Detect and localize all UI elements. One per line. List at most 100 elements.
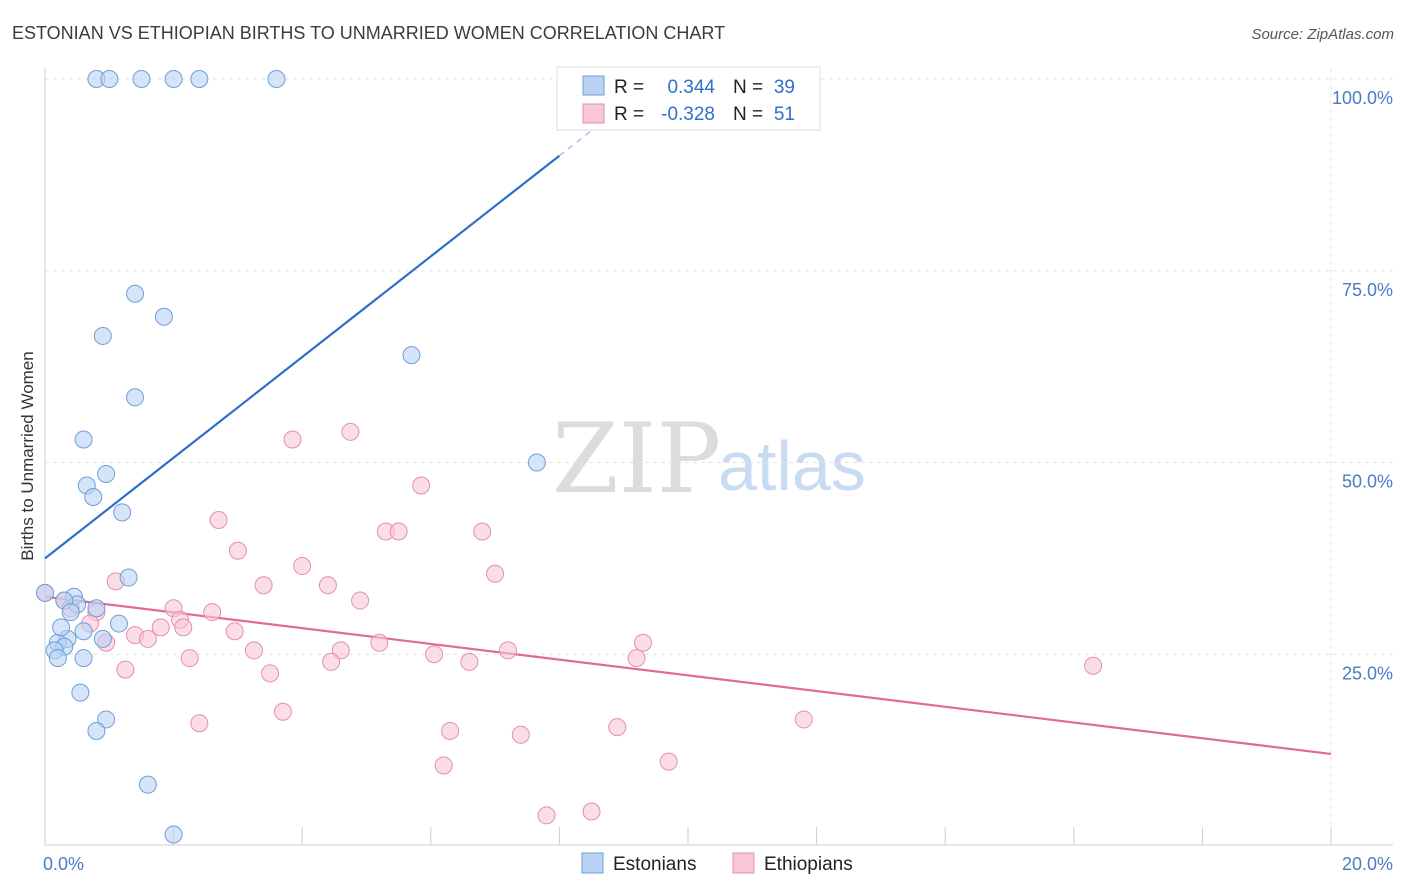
estonians-point xyxy=(74,649,93,668)
legend-n-label-1: N = xyxy=(733,77,763,98)
ethiopians-point xyxy=(412,476,431,495)
legend-n-value-2: 51 xyxy=(774,104,795,125)
estonians-point xyxy=(164,825,183,844)
ethiopians-point xyxy=(283,430,302,449)
bottom-swatch-ethiopians xyxy=(732,852,755,874)
ethiopians-point xyxy=(511,725,530,744)
ethiopians-point xyxy=(460,652,479,671)
estonians-point xyxy=(138,775,157,794)
ethiopians-point xyxy=(228,541,247,560)
estonians-point xyxy=(93,326,112,345)
estonians-trend-line xyxy=(44,154,561,560)
ethiopians-point xyxy=(180,649,199,668)
estonians-point xyxy=(52,618,71,637)
estonians-point xyxy=(132,70,151,88)
ethiopians-point xyxy=(473,522,492,541)
ethiopians-point xyxy=(794,710,813,729)
legend-r-value-2: -0.328 xyxy=(661,104,715,125)
estonians-point xyxy=(48,649,67,668)
ethiopians-point xyxy=(608,718,627,737)
legend-swatch-estonians xyxy=(582,75,605,96)
ethiopians-point xyxy=(244,641,263,660)
bottom-legend-estonians: Estonians xyxy=(613,854,696,875)
watermark-zip: ZIP xyxy=(552,403,721,515)
ethiopians-point xyxy=(203,603,222,622)
estonians-point xyxy=(93,629,112,648)
estonians-point xyxy=(402,346,421,365)
legend-r-value-1: 0.344 xyxy=(667,77,715,98)
ethiopians-point xyxy=(293,557,312,576)
estonians-point xyxy=(97,710,116,729)
legend-top: R = 0.344 N = 39 R = -0.328 N = 51 xyxy=(556,66,821,131)
estonians-point xyxy=(61,603,80,622)
estonians-point xyxy=(109,614,128,633)
ethiopians-point xyxy=(537,806,556,825)
ethiopians-point xyxy=(498,641,517,660)
bottom-legend-ethiopians: Ethiopians xyxy=(764,854,853,875)
y-tick-label: 25.0% xyxy=(1342,663,1393,683)
watermark: ZIP atlas xyxy=(552,403,866,515)
estonians-point xyxy=(74,622,93,641)
ethiopians-point xyxy=(434,756,453,775)
estonians-point xyxy=(527,453,546,472)
ethiopians-point xyxy=(341,422,360,441)
estonians-point xyxy=(71,683,90,702)
x-tick-label: 20.0% xyxy=(1342,854,1393,874)
ethiopians-point xyxy=(322,652,341,671)
estonians-point xyxy=(190,70,209,88)
estonians-point xyxy=(113,503,132,522)
ethiopians-point xyxy=(318,576,337,595)
estonians-point xyxy=(36,583,54,602)
ethiopians-point xyxy=(190,714,209,733)
estonians-point xyxy=(87,721,106,740)
estonians-point xyxy=(267,70,286,88)
axes xyxy=(44,68,1393,846)
ethiopians-point xyxy=(351,591,370,610)
ethiopians-point xyxy=(633,633,652,652)
ethiopians-point xyxy=(116,660,135,679)
ethiopians-point xyxy=(659,752,678,771)
y-tick-label: 50.0% xyxy=(1342,472,1393,492)
legend-r-label-1: R = xyxy=(614,77,644,98)
legend-bottom: Estonians Ethiopians xyxy=(581,852,853,875)
estonians-point xyxy=(97,465,116,484)
estonians-point xyxy=(74,430,93,449)
watermark-atlas: atlas xyxy=(718,427,866,505)
estonians-point xyxy=(100,70,119,88)
ethiopians-point xyxy=(389,522,408,541)
estonians-point xyxy=(126,284,145,303)
ethiopians-point xyxy=(225,622,244,641)
ethiopians-point xyxy=(151,618,170,637)
estonians-points xyxy=(36,70,546,844)
chart-source: Source: ZipAtlas.com xyxy=(1251,26,1394,43)
ethiopians-point xyxy=(261,664,280,683)
y-tick-label: 100.0% xyxy=(1332,88,1393,108)
estonians-point xyxy=(154,307,173,326)
ethiopians-point xyxy=(1084,656,1103,675)
y-tick-label: 75.0% xyxy=(1342,280,1393,300)
chart-title: ESTONIAN VS ETHIOPIAN BIRTHS TO UNMARRIE… xyxy=(12,23,725,43)
ethiopians-point xyxy=(174,618,193,637)
ethiopians-point xyxy=(486,564,505,583)
ethiopians-trend-line xyxy=(44,595,1332,756)
bottom-swatch-estonians xyxy=(581,852,604,874)
ethiopians-point xyxy=(370,633,389,652)
ethiopians-point xyxy=(425,645,444,664)
estonians-point xyxy=(126,388,145,407)
ethiopians-point xyxy=(627,649,646,668)
ethiopians-point xyxy=(138,629,157,648)
tick-labels: 25.0% 50.0% 75.0% 100.0% 0.0% 20.0% xyxy=(43,88,1393,874)
y-axis-label: Births to Unmarried Women xyxy=(18,351,37,560)
x-tick-label: 0.0% xyxy=(43,854,84,874)
ethiopians-point xyxy=(273,702,292,721)
ethiopians-point xyxy=(209,511,228,530)
estonians-point xyxy=(84,488,103,507)
legend-swatch-ethiopians xyxy=(582,103,605,124)
legend-n-label-2: N = xyxy=(733,104,763,125)
legend-n-value-1: 39 xyxy=(774,77,795,98)
estonians-point xyxy=(87,599,106,618)
ethiopians-point xyxy=(582,802,601,821)
estonians-point xyxy=(119,568,138,587)
estonians-point xyxy=(164,70,183,88)
